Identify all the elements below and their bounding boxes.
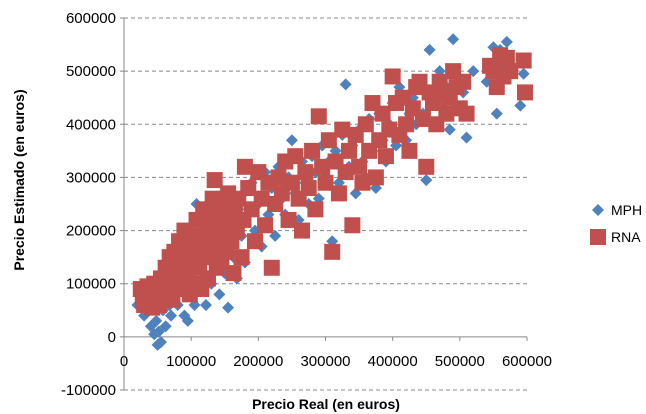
rna-point bbox=[206, 172, 223, 189]
data-points bbox=[131, 33, 533, 351]
rna-point bbox=[283, 174, 300, 191]
rna-point bbox=[330, 185, 347, 202]
mph-point bbox=[152, 325, 165, 338]
rna-point bbox=[270, 169, 287, 186]
rna-point bbox=[458, 105, 475, 122]
rna-point bbox=[257, 217, 274, 234]
y-tick-label: 600000 bbox=[66, 10, 116, 27]
rna-point bbox=[341, 142, 358, 159]
y-tick-label: 200000 bbox=[66, 223, 116, 240]
y-tick-label: 0 bbox=[108, 329, 116, 346]
y-tick-label: 500000 bbox=[66, 63, 116, 80]
rna-point bbox=[253, 190, 270, 207]
mph-point bbox=[460, 131, 473, 144]
rna-point bbox=[263, 259, 280, 276]
rna-point bbox=[414, 110, 431, 127]
mph-point bbox=[165, 309, 178, 322]
rna-point bbox=[367, 169, 384, 186]
rna-point bbox=[384, 68, 401, 85]
rna-point bbox=[455, 73, 472, 90]
mph-point bbox=[490, 107, 503, 120]
mph-point bbox=[199, 298, 212, 311]
x-tick-label: 0 bbox=[120, 353, 128, 370]
rna-point bbox=[240, 180, 257, 197]
rna-point bbox=[280, 211, 297, 228]
rna-point bbox=[293, 222, 310, 239]
rna-point bbox=[287, 148, 304, 165]
rna-point bbox=[516, 84, 533, 101]
rna-point bbox=[337, 164, 354, 181]
mph-point bbox=[159, 320, 172, 333]
mph-point bbox=[443, 123, 456, 136]
mph-point bbox=[285, 134, 298, 147]
rna-point bbox=[300, 180, 317, 197]
mph-point bbox=[339, 78, 352, 91]
rna-point bbox=[498, 49, 515, 66]
x-tick-label: 600000 bbox=[502, 353, 552, 370]
rna-point bbox=[297, 164, 314, 181]
rna-point bbox=[236, 158, 253, 175]
rna-point bbox=[233, 249, 250, 266]
legend-label-rna: RNA bbox=[611, 229, 641, 245]
rna-point bbox=[354, 174, 371, 191]
rna-point bbox=[374, 105, 391, 122]
rna-point bbox=[377, 148, 394, 165]
x-tick-label: 100000 bbox=[166, 353, 216, 370]
legend: MPH RNA bbox=[590, 202, 642, 245]
mph-point bbox=[514, 99, 527, 112]
rna-point bbox=[225, 265, 242, 282]
rna-point bbox=[418, 158, 435, 175]
legend-label-mph: MPH bbox=[611, 202, 642, 218]
x-tick-label: 300000 bbox=[300, 353, 350, 370]
legend-marker-mph bbox=[592, 204, 604, 216]
rna-point bbox=[307, 201, 324, 218]
y-tick-label: 400000 bbox=[66, 116, 116, 133]
y-tick-label: -100000 bbox=[61, 382, 116, 399]
rna-point bbox=[515, 52, 532, 69]
rna-point bbox=[317, 174, 334, 191]
mph-point bbox=[423, 43, 436, 56]
mph-point bbox=[500, 35, 513, 48]
x-tick-label: 400000 bbox=[368, 353, 418, 370]
x-tick-labels: 0 100000 200000 300000 400000 500000 600000 bbox=[120, 353, 552, 370]
rna-point bbox=[304, 142, 321, 159]
mph-point bbox=[150, 314, 163, 327]
rna-point bbox=[344, 217, 361, 234]
mph-point bbox=[181, 314, 194, 327]
rna-point bbox=[320, 132, 337, 149]
y-tick-label: 100000 bbox=[66, 276, 116, 293]
x-tick-label: 200000 bbox=[233, 353, 283, 370]
y-axis-title: Precio Estimado (en euros) bbox=[11, 89, 27, 270]
y-tick-label: 300000 bbox=[66, 169, 116, 186]
rna-point bbox=[314, 158, 331, 175]
rna-point bbox=[310, 108, 327, 125]
mph-point bbox=[213, 288, 226, 301]
rna-point bbox=[502, 63, 519, 80]
rna-point bbox=[357, 116, 374, 133]
legend-marker-rna bbox=[590, 229, 606, 245]
rna-point bbox=[438, 105, 455, 122]
mph-point bbox=[420, 174, 433, 187]
y-tick-labels: -100000 0 100000 200000 300000 400000 500000 60… bbox=[61, 10, 116, 399]
mph-point bbox=[447, 33, 460, 46]
x-axis-title: Precio Real (en euros) bbox=[252, 396, 400, 412]
rna-point bbox=[324, 243, 341, 260]
mph-point bbox=[517, 67, 530, 80]
x-tick-label: 500000 bbox=[435, 353, 485, 370]
axes bbox=[120, 17, 528, 391]
rna-point bbox=[401, 142, 418, 159]
rna-point bbox=[246, 233, 263, 250]
mph-point bbox=[154, 336, 167, 349]
rna-point bbox=[398, 116, 415, 133]
series-rna bbox=[132, 47, 533, 316]
mph-point bbox=[222, 301, 235, 314]
rna-point bbox=[351, 158, 368, 175]
rna-point bbox=[334, 121, 351, 138]
